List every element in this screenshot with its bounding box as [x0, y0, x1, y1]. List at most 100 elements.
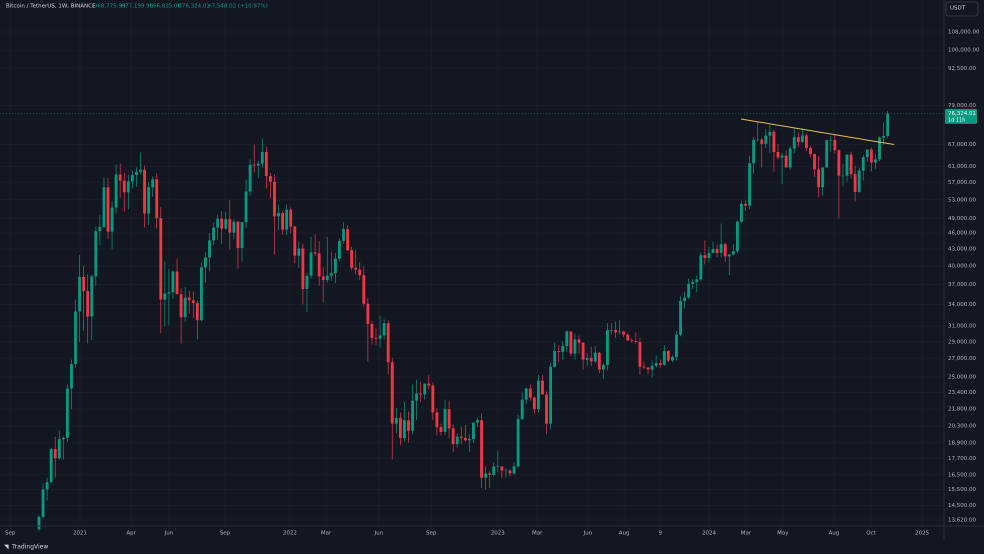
- candle-body: [541, 380, 544, 395]
- y-tick-label: 46,000.00: [948, 231, 976, 237]
- x-tick-label: 2022: [283, 531, 297, 537]
- y-tick-label: 16,500.00: [948, 472, 976, 478]
- candle-body: [500, 466, 504, 471]
- y-tick-label: 14,500.00: [948, 503, 976, 509]
- candle-body: [528, 388, 532, 398]
- candle-body: [821, 167, 825, 188]
- candle-body: [236, 221, 240, 248]
- candle-body: [784, 155, 788, 168]
- x-tick-label: Mar: [741, 531, 752, 537]
- candle-body: [520, 399, 524, 420]
- x-tick-label: Jun: [164, 531, 174, 537]
- candle-body: [143, 169, 146, 214]
- candle-body: [216, 218, 220, 228]
- candle-body: [585, 357, 589, 360]
- currency[interactable]: USDT: [950, 6, 966, 12]
- candle-body: [321, 276, 325, 281]
- candle-body: [41, 489, 45, 517]
- candle-body: [199, 267, 203, 321]
- candle-body: [735, 221, 739, 252]
- candle-body: [756, 139, 760, 141]
- candle-body: [74, 311, 77, 365]
- candle-body: [346, 229, 349, 251]
- candle-body: [512, 466, 516, 474]
- candle-body: [342, 229, 345, 241]
- candle-body: [849, 154, 853, 175]
- y-tick-label: 21,800.00: [948, 407, 976, 413]
- y-tick-label: 40,000.00: [948, 264, 976, 270]
- candle-body: [857, 170, 861, 192]
- candle-body: [853, 174, 857, 192]
- candle-body: [443, 409, 447, 432]
- y-tick-label: 61,000.00: [948, 164, 976, 170]
- candle-body: [691, 281, 695, 284]
- y-tick-label: 17,700.00: [948, 456, 976, 462]
- price-tag: [945, 108, 977, 124]
- candle-body: [451, 428, 455, 445]
- candle-body: [293, 226, 297, 256]
- countdown: 1d 11h: [948, 117, 965, 123]
- y-tick-label: 20,300.00: [948, 423, 976, 429]
- candle-body: [90, 276, 94, 317]
- candle-body: [707, 252, 711, 258]
- candle-body: [305, 275, 309, 289]
- candle-body: [719, 244, 723, 253]
- candle-body: [829, 139, 833, 141]
- candle-body: [333, 258, 337, 274]
- candle-body: [748, 163, 751, 206]
- change: +7,548.02 (+10.97%): [207, 4, 268, 10]
- candle-body: [228, 219, 232, 233]
- candle-body: [423, 383, 427, 395]
- candle-body: [768, 131, 772, 136]
- candle-body: [792, 137, 796, 149]
- x-tick-label: 2021: [73, 531, 87, 537]
- candle-body: [378, 335, 382, 339]
- candle-body: [171, 271, 175, 293]
- symbol: Bitcoin / TetherUS, 1W, BINANCE: [6, 4, 96, 10]
- candle-body: [634, 341, 638, 342]
- candle-body: [61, 437, 65, 440]
- candle-body: [297, 248, 301, 256]
- candle-body: [476, 420, 479, 423]
- candle-body: [467, 439, 471, 441]
- candle-body: [126, 181, 130, 193]
- candle-body: [642, 366, 646, 368]
- candle-body: [658, 363, 662, 365]
- candle-body: [329, 273, 333, 276]
- candle-body: [419, 393, 423, 395]
- y-tick-label: 23,400.00: [948, 390, 976, 396]
- candle-body: [825, 140, 829, 168]
- candle-body: [159, 218, 163, 300]
- candle-body: [394, 417, 398, 424]
- candle-body: [711, 249, 715, 253]
- brand-logo: ◥: [4, 544, 9, 551]
- candle-body: [622, 331, 626, 335]
- candle-body: [573, 339, 577, 354]
- candle-body: [800, 135, 804, 143]
- open: O68,775.99: [93, 4, 126, 10]
- candle-body: [110, 207, 114, 232]
- candle-body: [638, 341, 642, 367]
- candle-body: [204, 257, 207, 268]
- candle-body: [882, 135, 885, 138]
- candle-body: [715, 249, 719, 253]
- candle-body: [699, 255, 703, 280]
- candle-body: [135, 171, 138, 175]
- candle-body: [118, 174, 122, 181]
- y-tick-label: 43,000.00: [948, 247, 976, 253]
- candle-body: [224, 219, 228, 229]
- candle-body: [208, 240, 211, 258]
- currency-button[interactable]: [945, 1, 979, 17]
- candle-body: [427, 383, 431, 386]
- brand: TradingView: [11, 544, 48, 551]
- candle-body: [37, 516, 41, 530]
- candle-body: [390, 362, 394, 424]
- candle-body: [415, 393, 419, 401]
- candle-body: [130, 174, 134, 182]
- candle-body: [553, 351, 557, 367]
- candle-body: [577, 339, 581, 343]
- grid: [0, 0, 944, 526]
- y-tick-label: 34,000.00: [948, 302, 976, 308]
